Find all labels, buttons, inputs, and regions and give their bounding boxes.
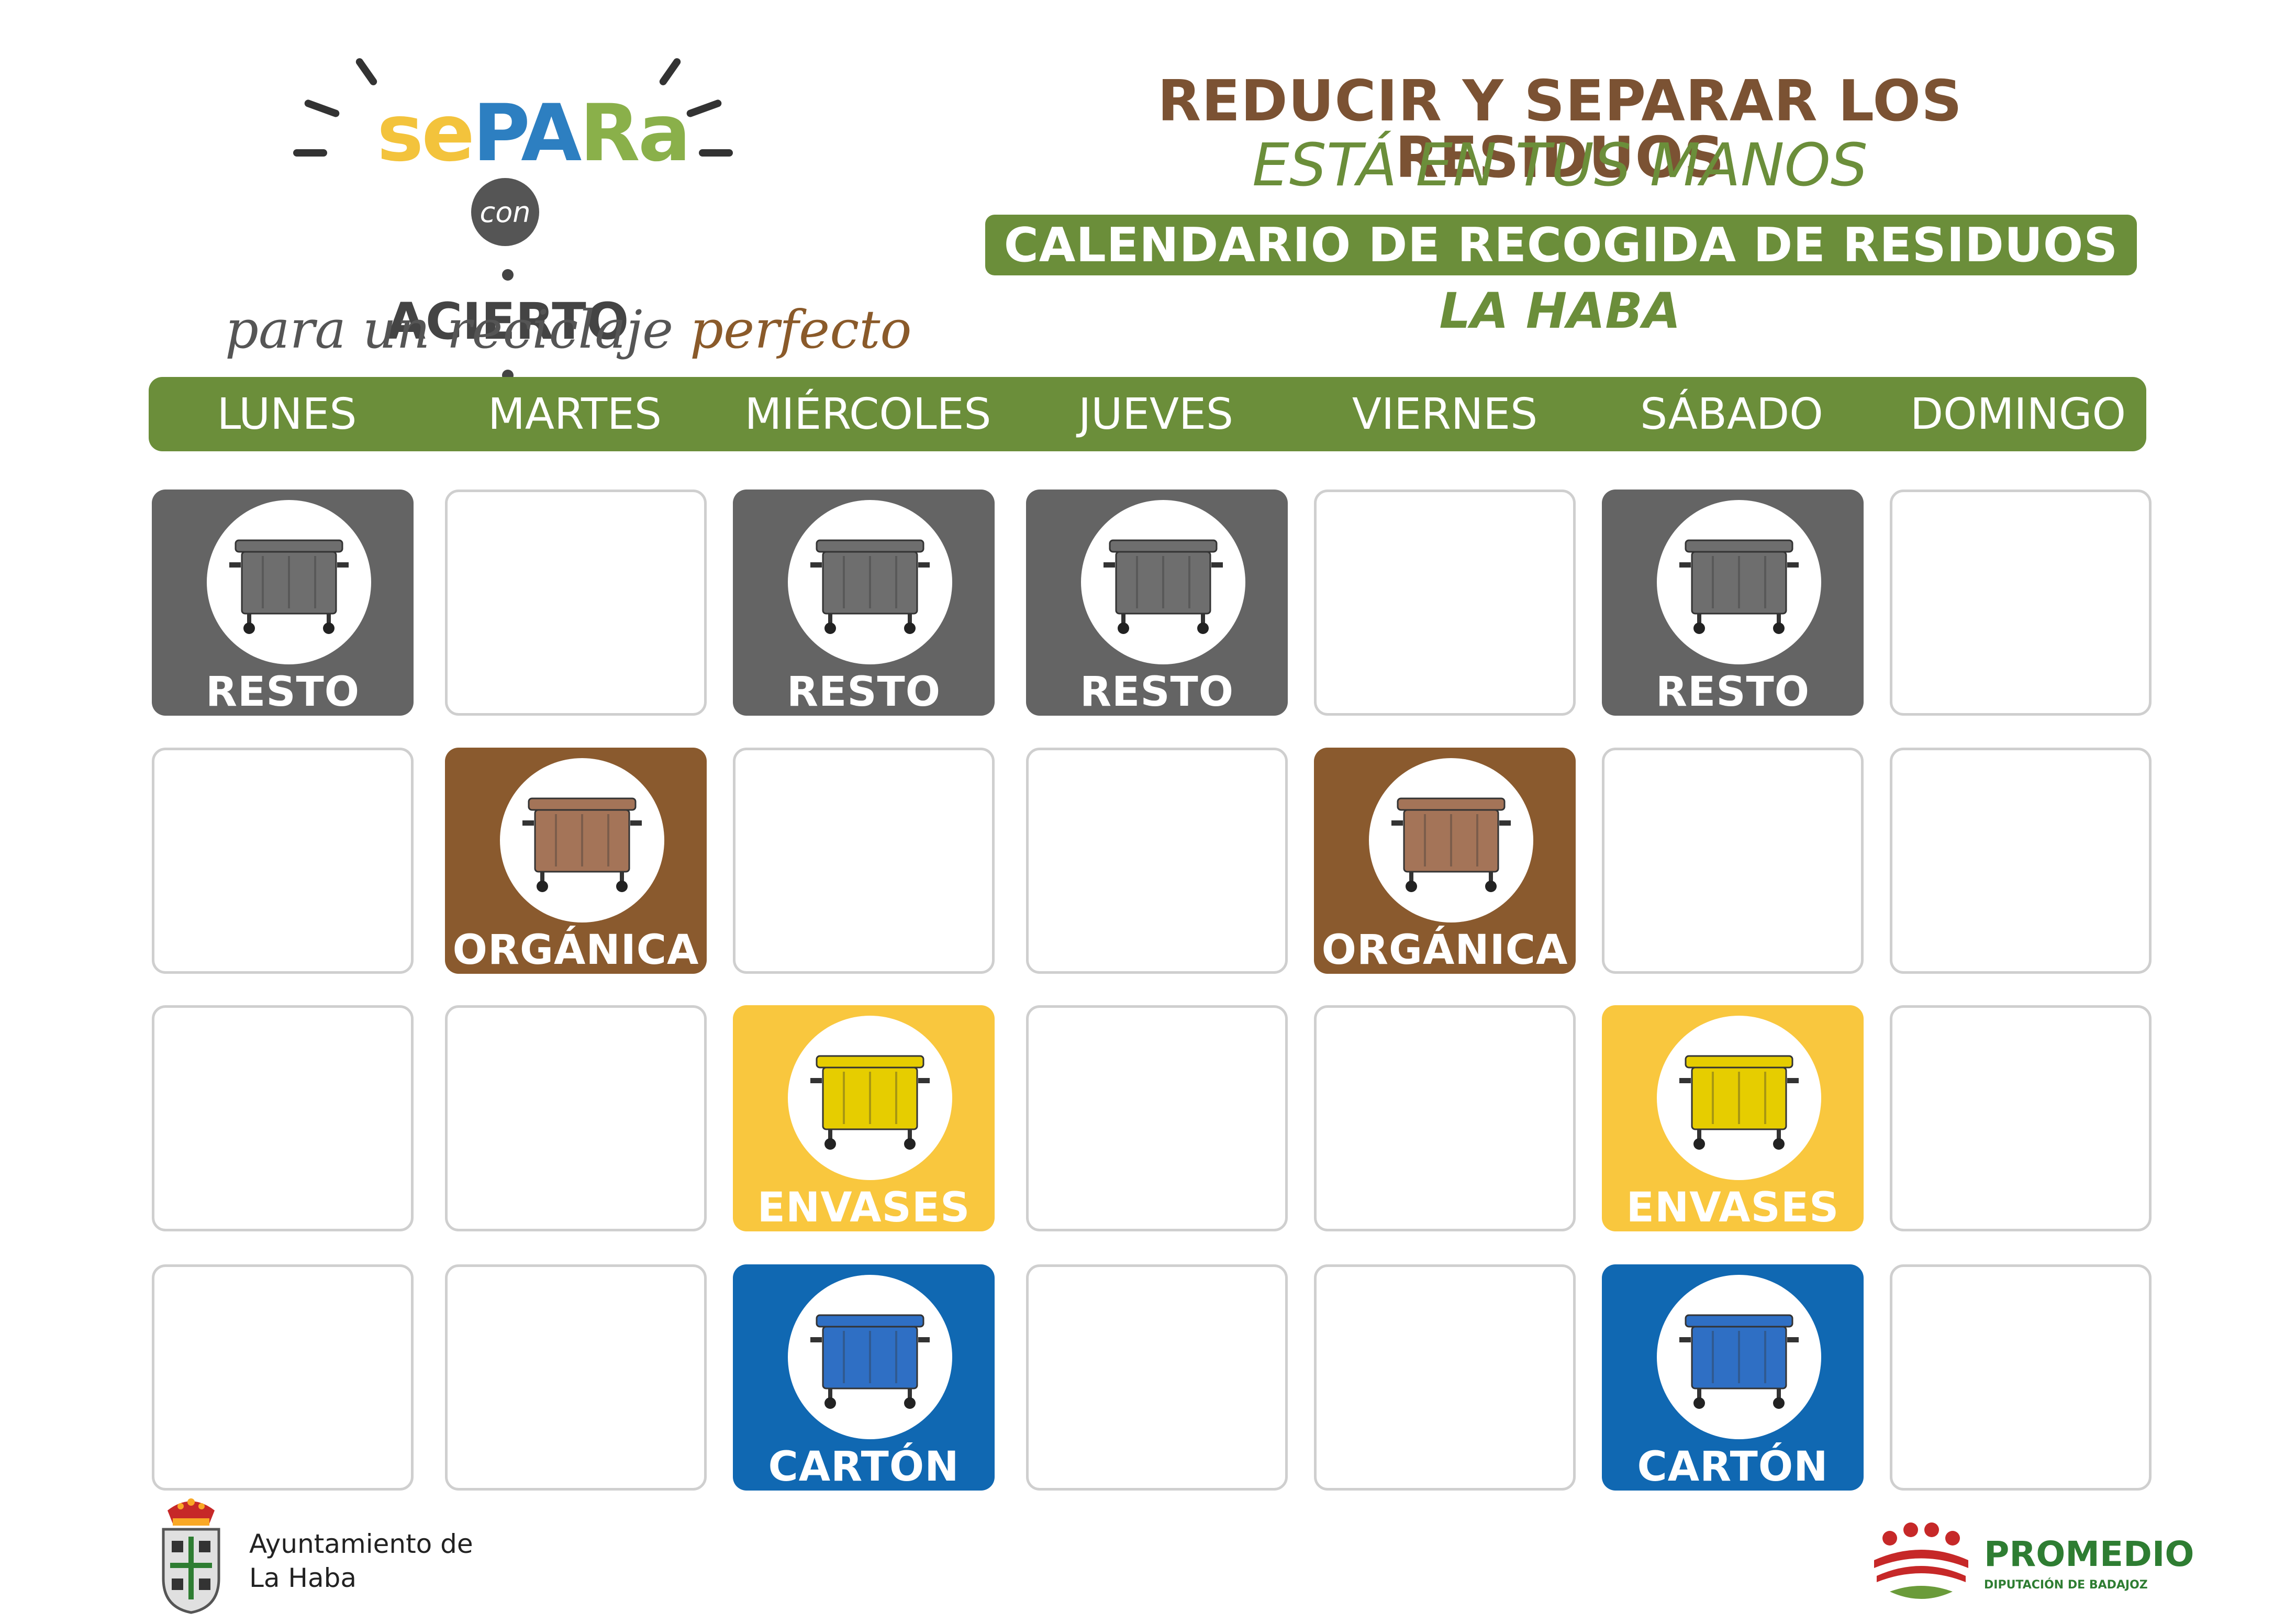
logo-separa-part: PA bbox=[473, 88, 582, 179]
container-badge bbox=[207, 500, 371, 664]
page-title: REDUCIR Y SEPARAR LOS RESIDUOS bbox=[1157, 69, 1963, 191]
empty-day-cell bbox=[152, 748, 414, 974]
logo-separa-part: Ra bbox=[579, 88, 691, 179]
empty-day-cell bbox=[152, 1264, 414, 1491]
brown-container-icon bbox=[1391, 797, 1511, 892]
logo-ray bbox=[303, 98, 341, 118]
empty-day-cell bbox=[1890, 1005, 2152, 1231]
collection-cell-organica: ORGÁNICA bbox=[1314, 748, 1576, 974]
container-badge bbox=[788, 1016, 952, 1180]
page-subtitle: ESTÁ EN TUS MANOS bbox=[1252, 131, 1868, 199]
container-badge bbox=[1657, 1275, 1821, 1439]
collection-cell-resto: RESTO bbox=[733, 490, 995, 716]
grey-container-icon bbox=[1679, 539, 1799, 634]
coat-of-arms-icon bbox=[162, 1498, 220, 1614]
collection-cell-envases: ENVASES bbox=[1602, 1005, 1864, 1231]
grey-container-icon bbox=[1104, 539, 1223, 634]
blue-container-icon bbox=[1679, 1314, 1799, 1409]
grey-container-icon bbox=[810, 539, 930, 634]
logo-acierto-text: ACIERTO bbox=[377, 246, 639, 397]
empty-day-cell bbox=[733, 748, 995, 974]
waste-type-label: RESTO bbox=[786, 669, 941, 716]
weekday-label: JUEVES bbox=[1078, 389, 1233, 439]
container-badge bbox=[788, 1275, 952, 1439]
weekday-label: MARTES bbox=[488, 389, 662, 439]
promedio-subtitle: DIPUTACIÓN DE BADAJOZ bbox=[1984, 1578, 2148, 1592]
town-name: LA HABA bbox=[1439, 283, 1681, 340]
empty-day-cell bbox=[1314, 1264, 1576, 1491]
weekday-label: DOMINGO bbox=[1910, 389, 2126, 439]
logo-con-badge: con bbox=[471, 178, 539, 246]
collection-cell-resto: RESTO bbox=[152, 490, 414, 716]
blue-container-icon bbox=[810, 1314, 930, 1409]
container-badge bbox=[1657, 1016, 1821, 1180]
logo-ray bbox=[658, 57, 682, 87]
logo-acierto-word: ACIERTO bbox=[386, 292, 629, 351]
empty-day-cell bbox=[445, 1005, 707, 1231]
ayuntamiento-label-line1: Ayuntamiento de bbox=[249, 1529, 473, 1559]
container-badge bbox=[1081, 500, 1245, 664]
collection-cell-carton: CARTÓN bbox=[1602, 1264, 1864, 1491]
logo-ray bbox=[685, 98, 723, 118]
brown-container-icon bbox=[522, 797, 642, 892]
promedio-logo-icon bbox=[1874, 1522, 1968, 1599]
waste-type-label: ORGÁNICA bbox=[1321, 927, 1568, 974]
empty-day-cell bbox=[1026, 1264, 1288, 1491]
logo-tagline-part: para un reciclaje bbox=[225, 299, 674, 360]
empty-day-cell bbox=[1026, 748, 1288, 974]
empty-day-cell bbox=[1026, 1005, 1288, 1231]
empty-day-cell bbox=[1602, 748, 1864, 974]
empty-day-cell bbox=[445, 490, 707, 716]
empty-day-cell bbox=[1314, 1005, 1576, 1231]
weekday-label: SÁBADO bbox=[1640, 389, 1823, 439]
yellow-container-icon bbox=[1679, 1055, 1799, 1150]
collection-cell-carton: CARTÓN bbox=[733, 1264, 995, 1491]
separa-con-acierto-logo: sePARa con ACIERTO para un reciclaje per… bbox=[199, 37, 912, 381]
empty-day-cell bbox=[1890, 748, 2152, 974]
container-badge bbox=[1657, 500, 1821, 664]
waste-type-label: ENVASES bbox=[757, 1184, 971, 1231]
empty-day-cell bbox=[1890, 490, 2152, 716]
weekday-label: LUNES bbox=[217, 389, 357, 439]
waste-type-label: ORGÁNICA bbox=[452, 927, 699, 974]
logo-tagline: para un reciclaje perfecto bbox=[225, 304, 912, 356]
ayuntamiento-label-line2: La Haba bbox=[249, 1563, 357, 1593]
logo-ray bbox=[354, 57, 378, 87]
container-badge bbox=[788, 500, 952, 664]
waste-type-label: ENVASES bbox=[1626, 1184, 1840, 1231]
empty-day-cell bbox=[152, 1005, 414, 1231]
logo-separa-part: se bbox=[377, 88, 475, 179]
weekday-label: MIÉRCOLES bbox=[744, 389, 991, 439]
collection-cell-resto: RESTO bbox=[1602, 490, 1864, 716]
waste-type-label: RESTO bbox=[1655, 669, 1810, 716]
logo-ray bbox=[699, 149, 733, 157]
weekday-label: VIERNES bbox=[1352, 389, 1538, 439]
yellow-container-icon bbox=[810, 1055, 930, 1150]
logo-separa-text: sePARa bbox=[377, 94, 691, 173]
container-badge bbox=[500, 758, 664, 922]
waste-type-label: RESTO bbox=[205, 669, 360, 716]
collection-cell-resto: RESTO bbox=[1026, 490, 1288, 716]
promedio-name: PROMEDIO bbox=[1984, 1534, 2194, 1574]
weekday-header-bar bbox=[149, 377, 2146, 451]
collection-cell-envases: ENVASES bbox=[733, 1005, 995, 1231]
empty-day-cell bbox=[445, 1264, 707, 1491]
empty-day-cell bbox=[1890, 1264, 2152, 1491]
waste-type-label: CARTÓN bbox=[768, 1443, 960, 1491]
logo-tagline-highlight: perfecto bbox=[690, 299, 912, 360]
grey-container-icon bbox=[229, 539, 349, 634]
waste-type-label: RESTO bbox=[1079, 669, 1234, 716]
empty-day-cell bbox=[1314, 490, 1576, 716]
container-badge bbox=[1369, 758, 1533, 922]
collection-cell-organica: ORGÁNICA bbox=[445, 748, 707, 974]
logo-ray bbox=[293, 149, 327, 157]
calendar-title-banner: CALENDARIO DE RECOGIDA DE RESIDUOS bbox=[985, 215, 2137, 275]
waste-type-label: CARTÓN bbox=[1637, 1443, 1829, 1491]
